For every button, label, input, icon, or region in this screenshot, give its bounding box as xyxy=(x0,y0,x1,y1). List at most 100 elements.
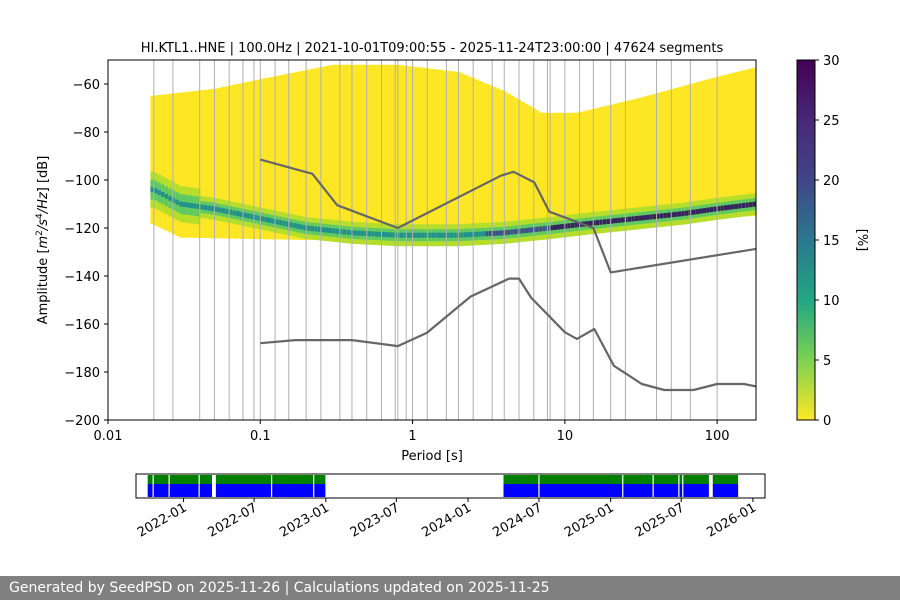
density-column xyxy=(321,66,326,240)
density-column xyxy=(289,73,294,240)
density-column xyxy=(335,64,340,240)
density-column xyxy=(727,73,732,218)
psd-figure: HI.KTL1..HNE | 100.0Hz | 2021-10-01T09:0… xyxy=(35,41,869,541)
density-mode xyxy=(474,231,479,237)
density-column xyxy=(157,94,162,228)
density-column xyxy=(232,84,237,239)
density-mode xyxy=(228,209,233,215)
density-mode xyxy=(342,229,347,235)
density-mode xyxy=(310,226,315,232)
density-column xyxy=(609,104,615,226)
footer-text: Generated by SeedPSD on 2025-11-26 | Cal… xyxy=(9,580,550,596)
colorbar: 0 5 10 15 20 25 30 [%] xyxy=(796,54,869,429)
density-column xyxy=(734,72,739,217)
density-mode xyxy=(324,227,330,233)
density-column xyxy=(449,71,454,239)
density-mode xyxy=(503,230,508,236)
availability-span-blue xyxy=(503,484,709,497)
density-mode xyxy=(168,195,173,201)
density-mode xyxy=(214,206,219,212)
density-mode xyxy=(674,211,679,217)
density-column xyxy=(275,75,280,240)
density-column xyxy=(168,93,173,233)
density-mode xyxy=(292,223,298,229)
density-mode xyxy=(609,218,615,224)
density-column xyxy=(403,65,408,240)
density-mode xyxy=(257,215,262,221)
density-mode xyxy=(267,217,273,223)
availability-span-blue xyxy=(712,484,739,497)
x-tick-label: 0.1 xyxy=(250,429,271,444)
density-column xyxy=(474,79,479,238)
density-column xyxy=(560,112,565,232)
density-column xyxy=(189,91,194,238)
density-mode xyxy=(446,232,451,238)
density-column xyxy=(328,65,333,241)
density-mode xyxy=(510,229,515,235)
timeline-border xyxy=(135,473,766,499)
density-mode xyxy=(282,220,287,226)
density-column xyxy=(424,68,429,240)
density-column xyxy=(378,64,383,240)
density-mode xyxy=(642,215,647,221)
y-tick-label: −160 xyxy=(64,318,100,333)
density-column xyxy=(243,82,248,239)
density-column xyxy=(695,82,700,219)
density-column xyxy=(488,85,494,238)
x-tick-label: 0.01 xyxy=(94,429,123,444)
timeline-tick-label: 2022-01 xyxy=(135,500,190,540)
density-mode xyxy=(221,208,226,214)
density-mode xyxy=(563,223,568,229)
density-column xyxy=(570,112,575,231)
density-mode xyxy=(275,219,280,225)
density-mode xyxy=(161,191,166,197)
y-tick-label: −80 xyxy=(73,126,100,141)
density-column xyxy=(161,94,166,230)
timeline-tick-label: 2024-01 xyxy=(419,500,474,540)
density-mode xyxy=(606,218,611,224)
density-column xyxy=(435,69,440,240)
density-mode xyxy=(389,232,394,238)
density-mode xyxy=(709,207,714,213)
density-mode xyxy=(542,226,547,232)
density-column xyxy=(421,67,426,240)
density-column xyxy=(171,93,176,235)
density-column xyxy=(260,78,266,240)
density-column xyxy=(524,104,529,235)
density-column xyxy=(634,98,640,224)
colorbar-gradient xyxy=(796,59,816,421)
density-column xyxy=(528,106,533,235)
density-mode xyxy=(463,232,469,238)
density-mode xyxy=(488,231,494,237)
colorbar-tick-label: 15 xyxy=(823,234,840,249)
density-column xyxy=(267,77,273,240)
density-column xyxy=(282,74,287,240)
data-availability-timeline: 2022-01 2022-07 2023-01 2023-07 2024-01 2024-… xyxy=(135,473,766,541)
density-column xyxy=(285,73,290,240)
density-mode xyxy=(260,216,266,222)
density-mode xyxy=(634,215,640,221)
density-mode xyxy=(207,205,212,211)
density-column xyxy=(656,92,661,221)
density-column xyxy=(738,71,743,217)
density-column xyxy=(492,86,497,237)
density-column xyxy=(748,68,754,217)
density-mode xyxy=(339,229,344,235)
density-mode xyxy=(296,223,301,229)
density-column xyxy=(182,92,187,238)
timeline-tick-label: 2025-07 xyxy=(633,500,688,540)
density-mode xyxy=(567,223,572,229)
density-mode xyxy=(438,232,444,238)
density-mode xyxy=(246,213,251,219)
y-axis-ticks: −60 −80 −100 −120 −140 −160 −180 −200 xyxy=(64,78,108,429)
footer-bar: Generated by SeedPSD on 2025-11-26 | Cal… xyxy=(0,576,900,600)
density-mode xyxy=(645,214,650,220)
density-column xyxy=(296,71,301,240)
density-mode xyxy=(681,211,686,217)
density-mode xyxy=(154,188,159,194)
density-column xyxy=(588,109,593,229)
density-column xyxy=(428,68,433,240)
density-column xyxy=(381,64,387,240)
density-mode xyxy=(328,228,333,234)
density-column xyxy=(314,68,319,240)
